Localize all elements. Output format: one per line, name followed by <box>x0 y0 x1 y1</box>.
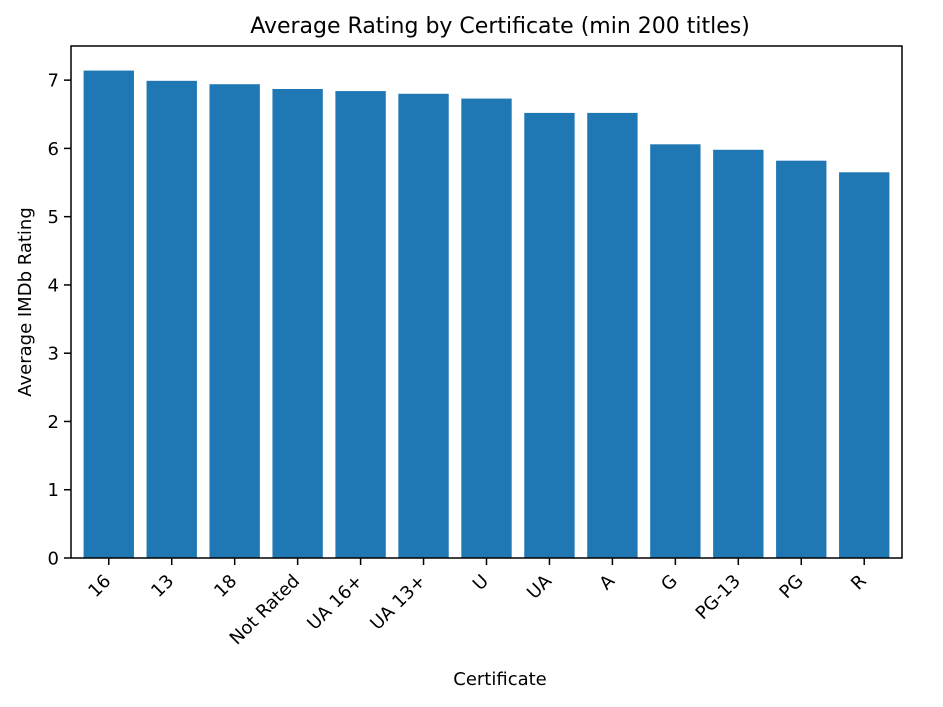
bar-g <box>650 144 701 559</box>
x-tick-label: 18 <box>210 571 241 602</box>
y-tick-label: 2 <box>48 412 59 433</box>
y-tick-label: 1 <box>48 480 59 501</box>
y-tick-label: 5 <box>48 207 59 228</box>
bar-pg-13 <box>713 149 764 558</box>
y-tick-label: 0 <box>48 549 59 570</box>
y-tick-label: 4 <box>48 275 59 296</box>
bar-16 <box>83 70 134 558</box>
x-tick-label: G <box>657 571 682 596</box>
bar-r <box>839 172 890 559</box>
x-tick-label: R <box>847 571 871 595</box>
bar-u <box>461 98 512 558</box>
y-tick-label: 7 <box>48 71 59 92</box>
x-tick-label: 13 <box>147 571 178 602</box>
bar-13 <box>146 80 197 558</box>
x-tick-label: PG-13 <box>692 571 745 624</box>
x-tick-label: A <box>595 570 619 594</box>
x-tick-label: UA 13+ <box>366 571 430 635</box>
y-tick-label: 6 <box>48 139 59 160</box>
y-tick-label: 3 <box>48 344 59 365</box>
x-tick-label: UA <box>523 570 556 603</box>
bar-a <box>587 112 638 559</box>
bar-pg <box>776 160 827 558</box>
x-tick-label: PG <box>775 571 807 603</box>
x-axis-label: Certificate <box>453 669 547 690</box>
bar-18 <box>209 84 260 558</box>
bars-layer <box>83 70 890 559</box>
x-tick-label: 16 <box>84 571 115 602</box>
bar-ua-13- <box>398 93 449 558</box>
bar-ua <box>524 112 575 559</box>
bar-ua-16- <box>335 91 386 558</box>
bar-not-rated <box>272 89 323 558</box>
x-tick-label: UA 16+ <box>303 571 367 635</box>
chart-title: Average Rating by Certificate (min 200 t… <box>250 14 750 39</box>
y-axis-label: Average IMDb Rating <box>15 207 36 397</box>
x-tick-label: U <box>469 571 493 595</box>
